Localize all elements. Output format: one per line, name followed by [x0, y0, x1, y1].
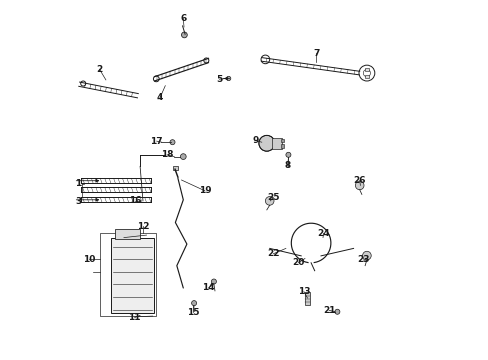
Text: 24: 24	[317, 229, 329, 238]
Text: 17: 17	[150, 136, 163, 145]
Text: 8: 8	[284, 161, 290, 170]
Text: 13: 13	[297, 287, 309, 296]
Text: 3: 3	[75, 197, 81, 206]
Text: 1: 1	[75, 179, 81, 188]
Text: 20: 20	[292, 258, 304, 267]
Text: 9: 9	[252, 136, 258, 145]
Bar	[115, 229, 140, 239]
Text: 6: 6	[180, 14, 186, 23]
Bar	[173, 166, 178, 170]
Circle shape	[226, 76, 230, 81]
Text: 23: 23	[356, 256, 369, 264]
Circle shape	[191, 301, 196, 306]
Text: 16: 16	[128, 197, 141, 205]
Bar	[304, 292, 310, 305]
Bar	[280, 139, 284, 142]
Circle shape	[265, 197, 273, 205]
Text: 11: 11	[128, 313, 141, 322]
Bar	[364, 68, 368, 71]
Circle shape	[181, 32, 187, 38]
Text: 5: 5	[216, 75, 222, 84]
Text: 25: 25	[266, 193, 279, 202]
Text: 4: 4	[156, 94, 163, 102]
Bar	[101, 233, 156, 316]
Text: 7: 7	[313, 49, 319, 58]
Text: 15: 15	[187, 308, 199, 317]
Circle shape	[258, 135, 274, 151]
Circle shape	[285, 152, 290, 157]
Circle shape	[334, 309, 339, 314]
Text: 19: 19	[198, 186, 211, 195]
Text: 10: 10	[82, 255, 95, 264]
Bar	[364, 75, 368, 78]
Text: 18: 18	[161, 150, 173, 159]
Bar	[272, 138, 282, 149]
Circle shape	[170, 140, 175, 145]
Text: 21: 21	[322, 306, 335, 315]
Circle shape	[211, 279, 216, 284]
Text: 2: 2	[96, 65, 102, 74]
Text: 22: 22	[266, 249, 279, 258]
Circle shape	[362, 251, 370, 260]
Circle shape	[355, 181, 363, 190]
Circle shape	[180, 154, 186, 159]
Text: 14: 14	[202, 284, 214, 292]
Text: 26: 26	[353, 176, 365, 185]
Bar	[111, 238, 153, 313]
Text: 12: 12	[137, 222, 149, 231]
Bar	[280, 144, 284, 148]
